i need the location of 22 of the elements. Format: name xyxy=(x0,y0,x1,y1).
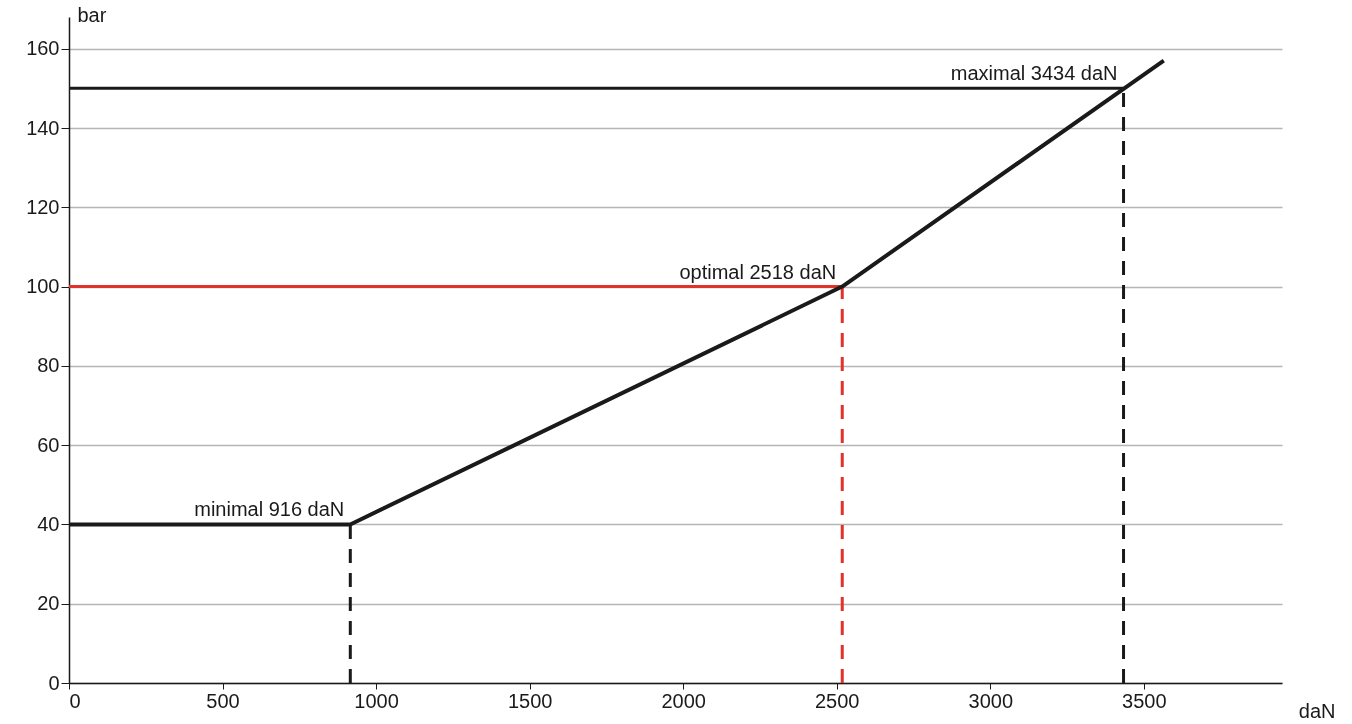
y-axis-title: bar xyxy=(77,3,107,26)
annotation: minimal 916 daN xyxy=(194,498,345,521)
y-tick-label: 20 xyxy=(37,592,60,615)
x-tick-label: 2000 xyxy=(661,689,706,712)
y-tick-label: 100 xyxy=(26,275,60,298)
x-tick-label: 3500 xyxy=(1122,689,1167,712)
y-tick-label: 0 xyxy=(48,671,60,694)
y-tick-label: 40 xyxy=(37,512,60,535)
x-tick-label: 1500 xyxy=(507,689,553,712)
y-tick-label: 80 xyxy=(37,354,60,377)
x-tick-label: 1000 xyxy=(354,689,399,712)
x-tick-label: 0 xyxy=(69,689,81,712)
y-tick-label: 160 xyxy=(26,37,60,60)
annotation: maximal 3434 daN xyxy=(950,62,1118,85)
y-tick-label: 120 xyxy=(26,195,60,218)
annotation: optimal 2518 daN xyxy=(679,260,837,283)
x-axis-title: daN xyxy=(1298,699,1336,722)
x-tick-label: 2500 xyxy=(814,689,860,712)
x-tick-label: 3000 xyxy=(968,689,1014,712)
x-tick-label: 500 xyxy=(206,689,240,712)
y-tick-label: 60 xyxy=(37,433,60,456)
y-tick-label: 140 xyxy=(26,116,60,139)
